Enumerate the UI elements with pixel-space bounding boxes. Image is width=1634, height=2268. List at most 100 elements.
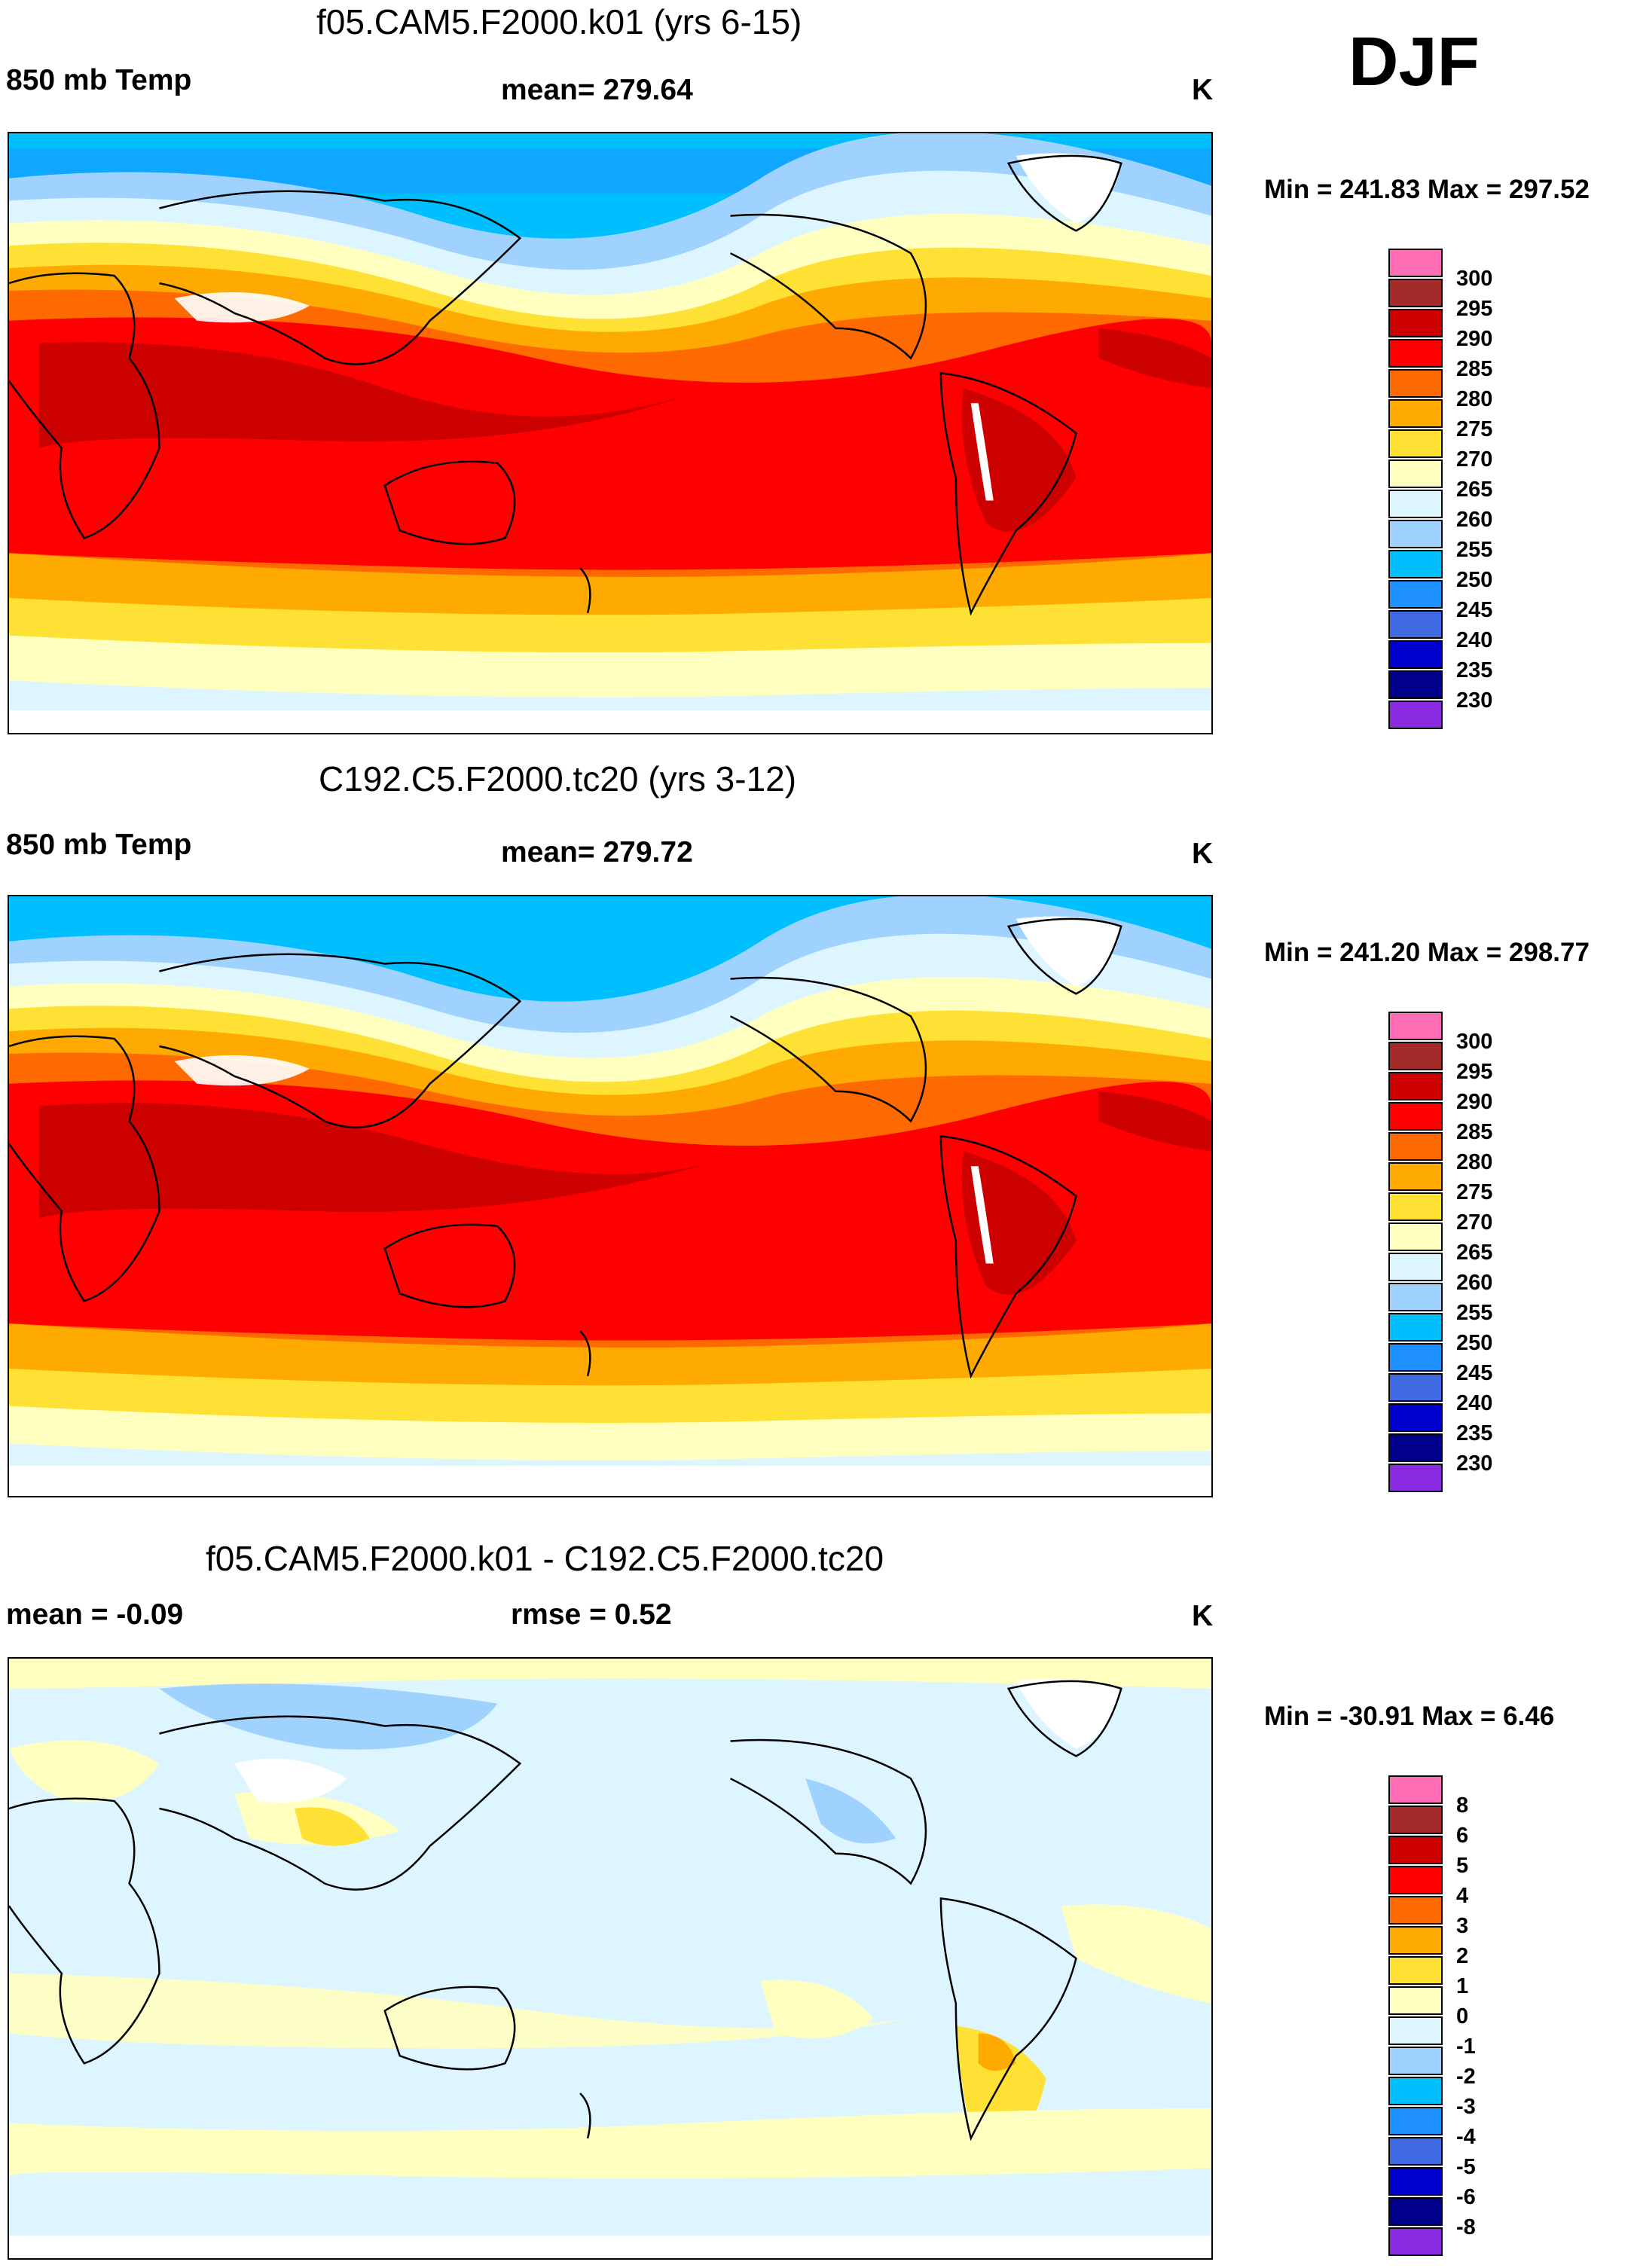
colorbar-swatch — [1388, 670, 1443, 699]
colorbar-label: -3 — [1456, 2095, 1476, 2119]
colorbar-swatch — [1388, 1343, 1443, 1372]
colorbar-label: 260 — [1456, 1271, 1493, 1295]
colorbar-swatch — [1388, 2167, 1443, 2196]
colorbar-label: 255 — [1456, 1301, 1493, 1325]
colorbar-label: 0 — [1456, 2004, 1469, 2028]
colorbar-label: 240 — [1456, 628, 1493, 652]
colorbar-label: 285 — [1456, 1120, 1493, 1144]
colorbar-label: 290 — [1456, 327, 1493, 351]
colorbar-swatch — [1388, 550, 1443, 578]
colorbar-swatch — [1388, 2197, 1443, 2226]
colorbar-swatch — [1388, 2137, 1443, 2166]
colorbar-swatch — [1388, 701, 1443, 729]
panel-1-minmax: Min = 241.83 Max = 297.52 — [1264, 175, 1590, 204]
colorbar-label: -4 — [1456, 2125, 1476, 2149]
colorbar-swatch — [1388, 1896, 1443, 1925]
panel-3-mean: mean = -0.09 — [6, 1598, 184, 1631]
colorbar-label: 6 — [1456, 1824, 1469, 1848]
colorbar-swatch — [1388, 1132, 1443, 1161]
colorbar-label: 275 — [1456, 417, 1493, 441]
colorbar-label: -5 — [1456, 2155, 1476, 2179]
colorbar-swatch — [1388, 1162, 1443, 1191]
colorbar-swatch — [1388, 279, 1443, 307]
colorbar-label: 300 — [1456, 1030, 1493, 1054]
colorbar-label: 8 — [1456, 1793, 1469, 1818]
colorbar-label: 270 — [1456, 447, 1493, 472]
panel-3-map — [8, 1657, 1213, 2260]
colorbar-label: 280 — [1456, 387, 1493, 411]
colorbar-swatch — [1388, 1775, 1443, 1804]
panel-2-units: K — [1192, 838, 1214, 870]
colorbar-label: 300 — [1456, 267, 1493, 291]
colorbar-label: 285 — [1456, 357, 1493, 381]
colorbar-swatch — [1388, 1433, 1443, 1462]
colorbar-swatch — [1388, 1012, 1443, 1040]
colorbar-swatch — [1388, 1223, 1443, 1251]
colorbar-swatch — [1388, 2077, 1443, 2105]
difference-map — [9, 1659, 1211, 2258]
colorbar-swatch — [1388, 1283, 1443, 1311]
panel-2-map — [8, 895, 1213, 1497]
colorbar-swatch — [1388, 2047, 1443, 2075]
colorbar-swatch — [1388, 1102, 1443, 1131]
colorbar-label: 275 — [1456, 1180, 1493, 1204]
colorbar-swatch — [1388, 1313, 1443, 1342]
colorbar-label: 270 — [1456, 1210, 1493, 1235]
colorbar-label: 295 — [1456, 1060, 1493, 1084]
colorbar-swatch — [1388, 520, 1443, 548]
panel-1-map — [8, 132, 1213, 734]
colorbar-label: 4 — [1456, 1884, 1469, 1908]
colorbar-swatch — [1388, 1836, 1443, 1864]
colorbar-label: 245 — [1456, 598, 1493, 622]
colorbar-swatch — [1388, 490, 1443, 518]
colorbar-label: -6 — [1456, 2185, 1476, 2209]
colorbar-swatch — [1388, 1956, 1443, 1985]
colorbar-swatch — [1388, 1866, 1443, 1894]
panel-2-minmax: Min = 241.20 Max = 298.77 — [1264, 938, 1590, 967]
colorbar-swatch — [1388, 339, 1443, 368]
colorbar-label: 265 — [1456, 1241, 1493, 1265]
colorbar-label: 230 — [1456, 688, 1493, 713]
colorbar-swatch — [1388, 1986, 1443, 2015]
colorbar-swatch — [1388, 640, 1443, 669]
colorbar-swatch — [1388, 1403, 1443, 1432]
colorbar-label: -1 — [1456, 2034, 1476, 2059]
panel-1-title: f05.CAM5.F2000.k01 (yrs 6-15) — [316, 2, 802, 41]
colorbar-swatch — [1388, 1072, 1443, 1100]
colorbar-swatch — [1388, 2016, 1443, 2045]
colorbar-label: 250 — [1456, 568, 1493, 592]
colorbar-label: -8 — [1456, 2215, 1476, 2239]
colorbar-swatch — [1388, 399, 1443, 428]
temperature-map-2 — [9, 896, 1211, 1496]
colorbar-swatch — [1388, 580, 1443, 609]
colorbar-label: 250 — [1456, 1331, 1493, 1355]
colorbar-label: 1 — [1456, 1974, 1469, 1998]
colorbar-swatch — [1388, 1926, 1443, 1955]
colorbar-label: 240 — [1456, 1391, 1493, 1415]
panel-2-title: C192.C5.F2000.tc20 (yrs 3-12) — [319, 759, 797, 798]
temperature-map-1 — [9, 133, 1211, 733]
colorbar-swatch — [1388, 1042, 1443, 1070]
colorbar-label: 260 — [1456, 508, 1493, 532]
colorbar-label: 5 — [1456, 1854, 1469, 1878]
panel-3-title: f05.CAM5.F2000.k01 - C192.C5.F2000.tc20 — [206, 1539, 884, 1578]
panel-2-variable-label: 850 mb Temp — [6, 829, 192, 861]
colorbar-label: 280 — [1456, 1150, 1493, 1174]
panel-1-variable-label: 850 mb Temp — [6, 64, 192, 96]
season-label: DJF — [1348, 23, 1480, 100]
colorbar-swatch — [1388, 2227, 1443, 2256]
colorbar-swatch — [1388, 1373, 1443, 1402]
colorbar-swatch — [1388, 610, 1443, 639]
colorbar-swatch — [1388, 1806, 1443, 1834]
colorbar-label: -2 — [1456, 2065, 1476, 2089]
colorbar-label: 3 — [1456, 1914, 1469, 1938]
panel-3-rmse: rmse = 0.52 — [511, 1598, 672, 1631]
colorbar-swatch — [1388, 249, 1443, 277]
colorbar-label: 255 — [1456, 538, 1493, 562]
panel-3-units: K — [1192, 1600, 1214, 1632]
colorbar-label: 230 — [1456, 1451, 1493, 1476]
panel-1-units: K — [1192, 74, 1214, 106]
colorbar-label: 265 — [1456, 478, 1493, 502]
colorbar-swatch — [1388, 309, 1443, 337]
colorbar-label: 2 — [1456, 1944, 1469, 1968]
